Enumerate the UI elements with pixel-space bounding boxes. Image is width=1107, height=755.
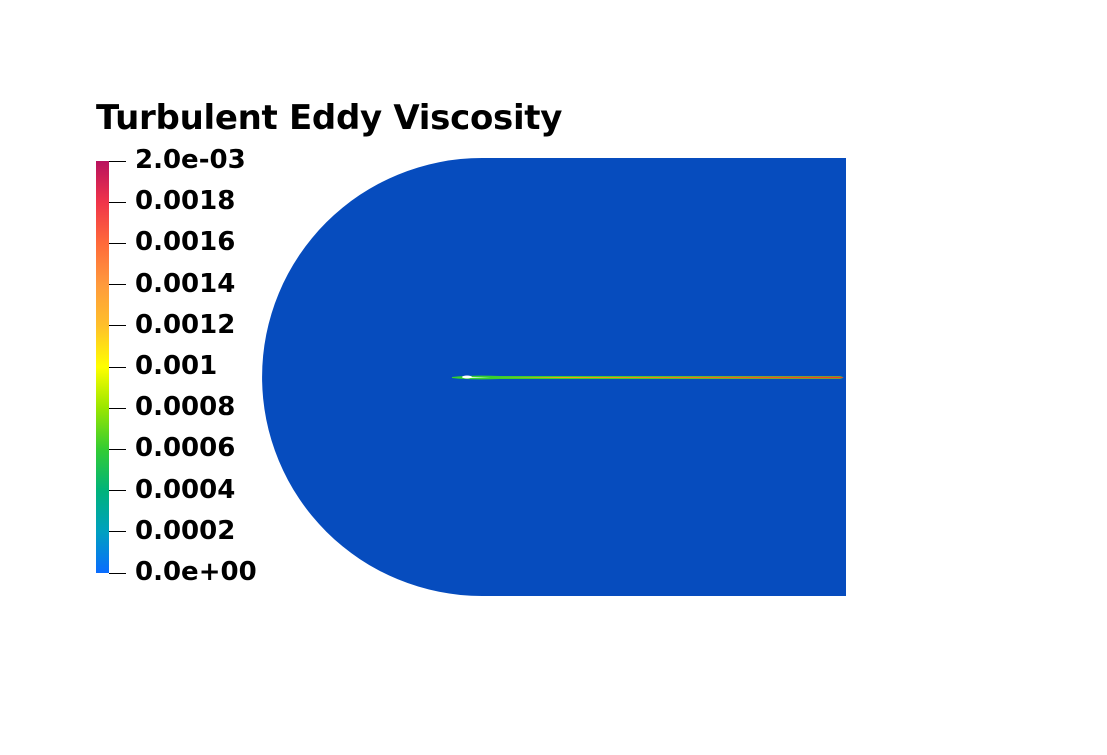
colorbar-tick — [109, 531, 126, 533]
colorbar-title: Turbulent Eddy Viscosity — [96, 98, 563, 138]
colorbar-tick-label: 0.0e+00 — [135, 557, 257, 587]
colorbar-tick-label: 2.0e-03 — [135, 145, 246, 175]
colorbar-tick — [109, 448, 126, 450]
colorbar-tick — [109, 407, 126, 409]
colorbar-tick — [109, 366, 126, 368]
colorbar-tick — [109, 325, 126, 327]
colorbar-tick — [109, 201, 126, 203]
colorbar — [96, 161, 109, 573]
colorbar-tick-label: 0.0006 — [135, 433, 236, 464]
colorbar-tick-label: 0.0002 — [135, 515, 236, 546]
colorbar-tick-label: 0.0012 — [135, 309, 236, 340]
leading-edge-highlight — [462, 375, 472, 379]
colorbar-tick-label: 0.0016 — [135, 227, 236, 258]
colorbar-tick — [109, 160, 126, 162]
colorbar-tick — [109, 490, 126, 492]
colorbar-tick-label: 0.0004 — [135, 474, 236, 505]
colorbar-tick-label: 0.001 — [135, 351, 218, 381]
colorbar-tick — [109, 572, 126, 574]
wake-core — [468, 376, 844, 379]
colorbar-tick-label: 0.0014 — [135, 268, 236, 299]
colorbar-tick-label: 0.0018 — [135, 186, 236, 217]
colorbar-tick — [109, 242, 126, 244]
colorbar-tick-label: 0.0008 — [135, 392, 236, 423]
colorbar-tick — [109, 284, 126, 286]
